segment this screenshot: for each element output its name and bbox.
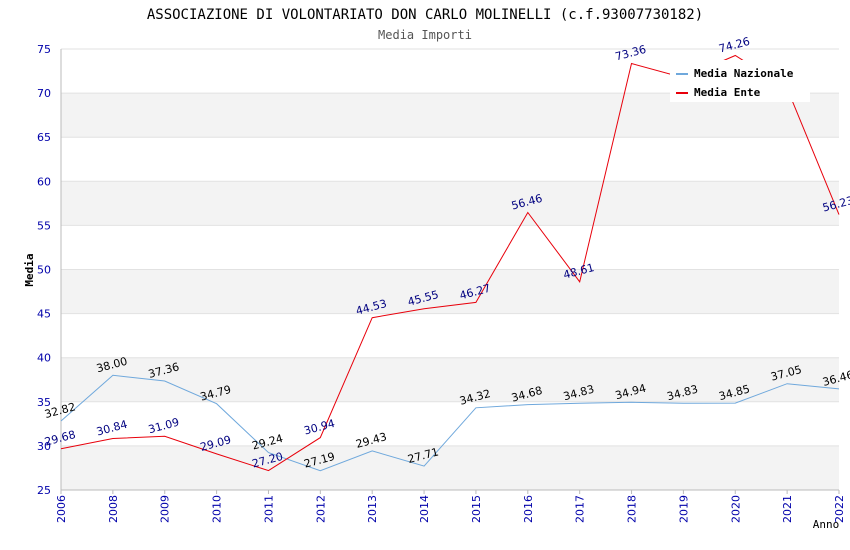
y-tick-label: 65: [37, 131, 51, 144]
plot-band: [61, 445, 839, 490]
x-tick-label: 2022: [833, 495, 846, 523]
y-tick-label: 45: [37, 308, 51, 321]
series-line-media-nazionale: [60, 374, 840, 472]
y-tick-label: 50: [37, 264, 51, 277]
x-tick-label: 2015: [470, 495, 483, 523]
y-tick-label: 75: [37, 43, 51, 56]
x-tick-label: 2014: [418, 495, 431, 523]
x-tick-label: 2011: [262, 495, 275, 523]
legend-box: [670, 60, 810, 102]
legend-label: Media Ente: [694, 86, 761, 99]
y-tick-label: 35: [37, 396, 51, 409]
y-tick-label: 70: [37, 87, 51, 100]
plot-bands: [61, 49, 839, 490]
y-tick-label: 55: [37, 219, 51, 232]
x-tick-label: 2009: [159, 495, 172, 523]
plot-band: [61, 137, 839, 182]
axes: 25 30 35 40 45 50 55 60 65 70 75 2006 2008 2009 2010 20…: [37, 43, 846, 523]
x-tick-label: 2012: [314, 495, 327, 523]
x-tick-label: 2016: [522, 495, 535, 523]
x-tick-label: 2021: [781, 495, 794, 523]
x-tick-label: 2018: [626, 495, 639, 523]
x-tick-label: 2013: [366, 495, 379, 523]
plot-band: [61, 357, 839, 402]
plot-band: [61, 181, 839, 226]
y-tick-label: 40: [37, 352, 51, 365]
plot-band: [61, 401, 839, 446]
legend: Media Nazionale Media Ente: [670, 60, 810, 102]
plot-band: [61, 269, 839, 314]
x-axis-label: Anno: [813, 518, 840, 531]
x-tick-label: 2006: [55, 495, 68, 523]
x-tick-label: 2008: [107, 495, 120, 523]
chart-subtitle: Media Importi: [378, 28, 472, 42]
plot-band: [61, 313, 839, 358]
plot-band: [61, 225, 839, 270]
x-tick-label: 2017: [574, 495, 587, 523]
y-tick-label: 25: [37, 484, 51, 497]
x-tick-label: 2010: [211, 495, 224, 523]
legend-label: Media Nazionale: [694, 67, 794, 80]
x-tick-label: 2020: [729, 495, 742, 523]
chart-title: ASSOCIAZIONE DI VOLONTARIATO DON CARLO M…: [147, 7, 703, 23]
y-axis-label: Media: [23, 253, 36, 286]
x-tick-label: 2019: [677, 495, 690, 523]
y-tick-label: 60: [37, 175, 51, 188]
y-tick-label: 30: [37, 440, 51, 453]
